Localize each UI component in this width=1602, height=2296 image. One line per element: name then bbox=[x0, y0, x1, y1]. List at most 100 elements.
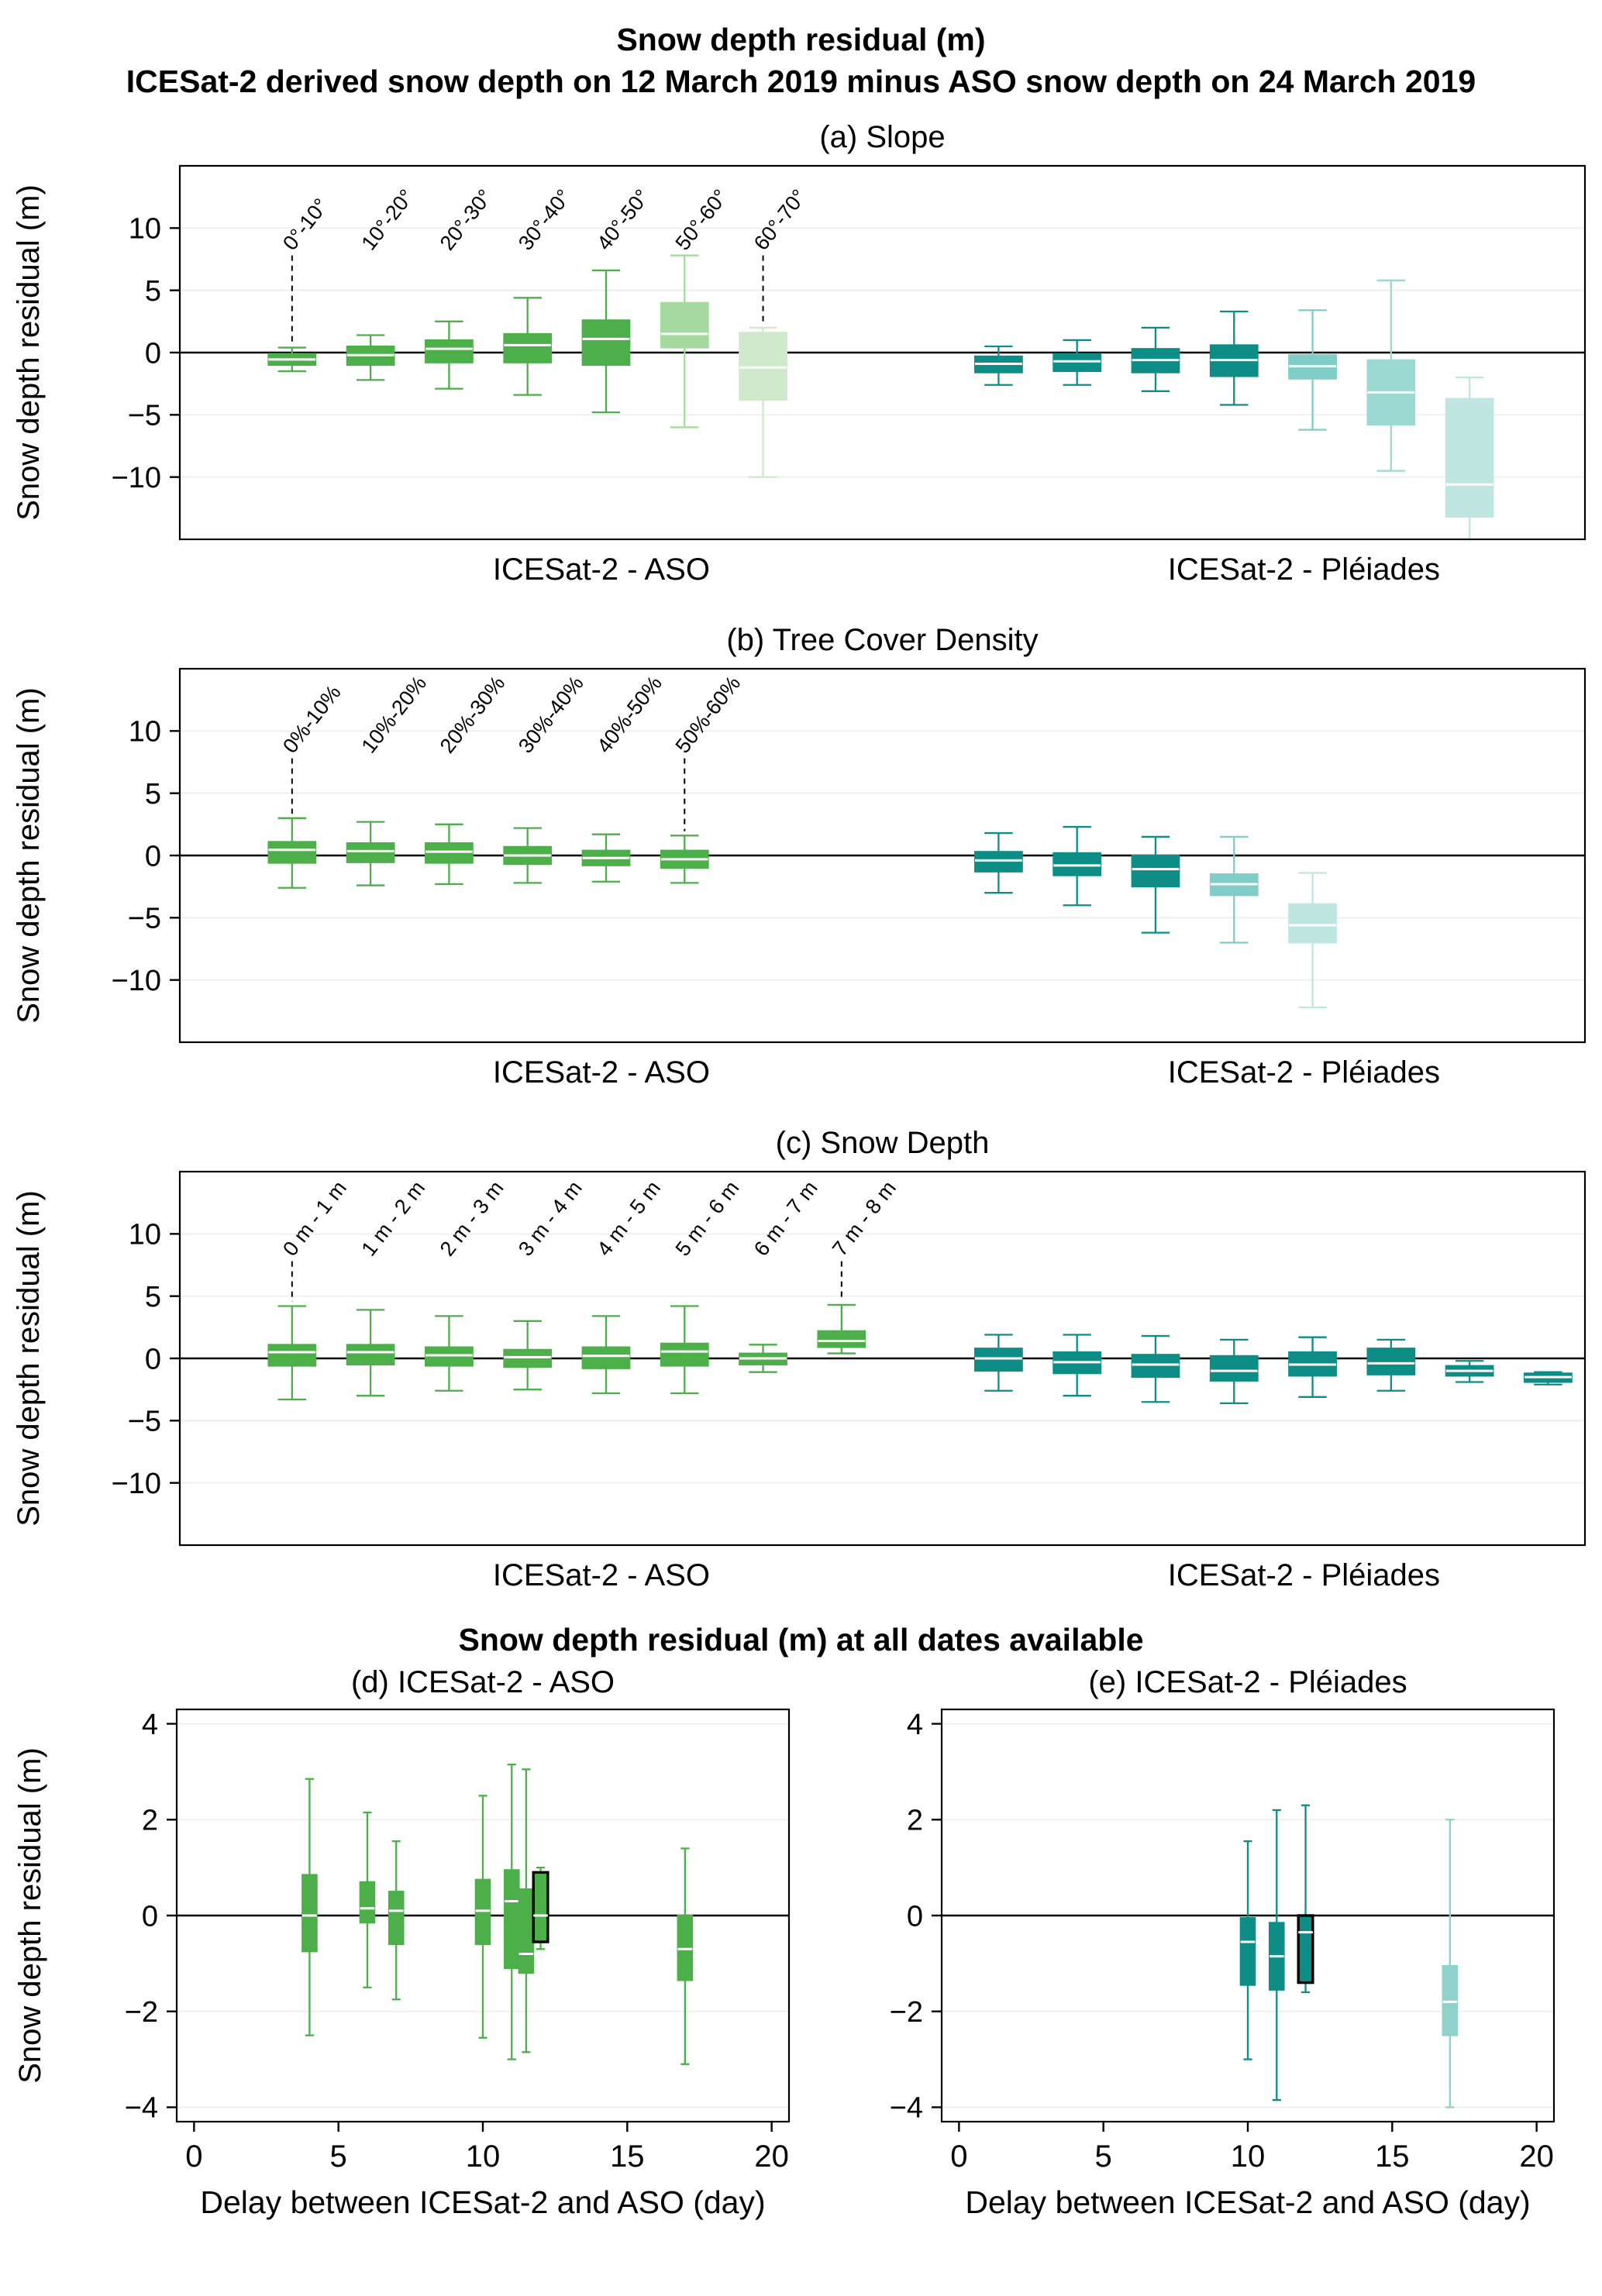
y-tick-label: 2 bbox=[142, 1805, 158, 1837]
box-plot-day-6 bbox=[359, 1812, 376, 1989]
bin-label: 6 m - 7 m bbox=[749, 1176, 822, 1260]
box-plot bbox=[1131, 835, 1180, 934]
bottom-panels-row: (d) ICESat-2 - ASO Snow depth residual (m… bbox=[0, 1661, 1602, 2235]
bin-label: 60°-70° bbox=[749, 185, 811, 255]
bin-label: 50°-60° bbox=[671, 185, 732, 255]
box-plot bbox=[974, 832, 1023, 894]
bin-label: 50%-60% bbox=[671, 672, 746, 758]
y-tick-label: −4 bbox=[890, 2092, 923, 2125]
bin-label: 40°-50° bbox=[592, 185, 653, 255]
y-tick-label: −10 bbox=[112, 965, 161, 997]
box-plot-day-17 bbox=[1442, 1819, 1459, 2108]
bin-label: 30%-40% bbox=[514, 672, 588, 758]
bin-label: 3 m - 4 m bbox=[514, 1176, 587, 1260]
box-plot-day-7 bbox=[388, 1840, 405, 2001]
y-axis-label: Snow depth residual (m) bbox=[12, 184, 46, 521]
box-plot bbox=[1288, 1336, 1337, 1399]
box-plot-40°-50° bbox=[581, 270, 631, 414]
y-tick-label: 4 bbox=[142, 1709, 158, 1741]
group-label: ICESat-2 - ASO bbox=[493, 1055, 710, 1089]
box-plot bbox=[1209, 1338, 1259, 1405]
y-axis-label: Snow depth residual (m) bbox=[12, 687, 46, 1024]
x-axis-label: Delay between ICESat-2 and ASO (day) bbox=[200, 2184, 765, 2220]
bin-label: 10%-20% bbox=[357, 672, 431, 758]
box-plot-50°-60° bbox=[660, 254, 709, 429]
box-plot bbox=[1131, 326, 1180, 393]
y-tick-label: 2 bbox=[907, 1805, 923, 1837]
group-label: ICESat-2 - Pléiades bbox=[1168, 1055, 1440, 1089]
x-tick-label: 15 bbox=[1375, 2139, 1410, 2174]
y-tick-label: 5 bbox=[145, 275, 161, 308]
figure-header: Snow depth residual (m) ICESat-2 derived… bbox=[0, 19, 1602, 102]
y-tick-label: 5 bbox=[145, 778, 161, 811]
box-plot bbox=[974, 346, 1023, 387]
y-tick-label: 0 bbox=[907, 1901, 923, 1933]
bin-label: 10°-20° bbox=[357, 185, 418, 255]
y-tick-label: 10 bbox=[129, 1219, 161, 1251]
box-plot-20%-30% bbox=[425, 823, 474, 886]
bin-label: 4 m - 5 m bbox=[592, 1176, 665, 1260]
bin-label: 0%-10% bbox=[278, 681, 345, 758]
box-plot bbox=[1445, 377, 1494, 540]
y-tick-label: 0 bbox=[145, 338, 161, 370]
y-axis-label: Snow depth residual (m) bbox=[13, 1747, 47, 2084]
box-plot bbox=[1288, 872, 1337, 1009]
x-tick-label: 0 bbox=[950, 2139, 967, 2174]
y-tick-label: −2 bbox=[890, 1996, 923, 2029]
figure-subtitle: ICESat-2 derived snow depth on 12 March … bbox=[126, 64, 1476, 100]
figure-title: Snow depth residual (m) bbox=[616, 22, 986, 57]
x-tick-label: 0 bbox=[185, 2139, 202, 2174]
bin-label: 2 m - 3 m bbox=[436, 1176, 508, 1260]
box-plot-30°-40° bbox=[503, 297, 553, 396]
x-tick-label: 10 bbox=[1231, 2139, 1266, 2174]
panel-c-snow-depth-chart: (c) Snow Depth Snow depth residual (m) 0 m… bbox=[0, 1119, 1602, 1595]
box-plot-5 m - 6 m bbox=[660, 1305, 709, 1395]
box-plot bbox=[1052, 339, 1102, 387]
panel-b-svg: (b) Tree Cover Density Snow depth residua… bbox=[12, 623, 1586, 1089]
box-plot bbox=[1524, 1371, 1573, 1386]
box-plot-4 m - 5 m bbox=[581, 1315, 631, 1395]
panel-e-svg: (e) ICESat-2 - Pléiades −4 −2 0 2 4 0 5 10 15 20 De… bbox=[890, 1665, 1555, 2220]
panel-e-title: (e) ICESat-2 - Pléiades bbox=[1088, 1665, 1407, 1699]
box-plot-day-4 bbox=[301, 1778, 318, 2037]
box-plot bbox=[1366, 279, 1416, 473]
box-plot-10°-20° bbox=[346, 334, 395, 381]
box-plot-20°-30° bbox=[425, 320, 474, 390]
box-plot-day-11 bbox=[1268, 1809, 1285, 2102]
box-plot-40%-50% bbox=[581, 833, 631, 883]
y-tick-label: −5 bbox=[128, 903, 161, 935]
y-axis-label: Snow depth residual (m) bbox=[12, 1190, 46, 1527]
y-tick-label: −4 bbox=[125, 2092, 158, 2125]
box-plot-day-12 bbox=[532, 1867, 550, 1950]
bin-label: 0°-10° bbox=[278, 194, 332, 255]
y-tick-label: −5 bbox=[128, 400, 161, 432]
panel-d-icesat2-aso-delay-chart: (d) ICESat-2 - ASO Snow depth residual (m… bbox=[0, 1661, 829, 2235]
y-tick-label: 0 bbox=[145, 841, 161, 873]
box-plot-day-11.5 bbox=[518, 1768, 535, 2053]
bin-label: 5 m - 6 m bbox=[671, 1176, 744, 1260]
x-tick-label: 20 bbox=[754, 2139, 789, 2174]
x-tick-label: 10 bbox=[466, 2139, 501, 2174]
x-tick-label: 5 bbox=[330, 2139, 347, 2174]
box-plot-0 m - 1 m bbox=[267, 1305, 317, 1401]
box-plot bbox=[1131, 1335, 1180, 1403]
y-tick-label: 4 bbox=[907, 1709, 923, 1741]
y-tick-label: −2 bbox=[125, 1996, 158, 2029]
x-axis-label: Delay between ICESat-2 and ASO (day) bbox=[965, 2184, 1530, 2220]
bin-label: 20°-30° bbox=[436, 185, 497, 255]
box-plot bbox=[1052, 826, 1102, 907]
box-plot-day-11 bbox=[503, 1764, 520, 2060]
box-plot bbox=[1366, 1338, 1416, 1392]
bin-label: 0 m - 1 m bbox=[278, 1176, 351, 1260]
box-plot-60°-70° bbox=[739, 326, 787, 479]
panel-d-svg: (d) ICESat-2 - ASO Snow depth residual (m… bbox=[13, 1665, 791, 2220]
box-plot bbox=[974, 1334, 1023, 1392]
box-plot-0%-10% bbox=[267, 817, 317, 890]
panel-b-tree-cover-density-chart: (b) Tree Cover Density Snow depth residua… bbox=[0, 616, 1602, 1093]
box-plot-6 m - 7 m bbox=[739, 1344, 787, 1374]
box-plot-50%-60% bbox=[660, 835, 709, 884]
box-plot-day-10 bbox=[1239, 1840, 1256, 2060]
box-plot bbox=[1052, 1334, 1102, 1397]
box-plot-0°-10° bbox=[267, 346, 317, 373]
y-tick-label: 5 bbox=[145, 1281, 161, 1313]
